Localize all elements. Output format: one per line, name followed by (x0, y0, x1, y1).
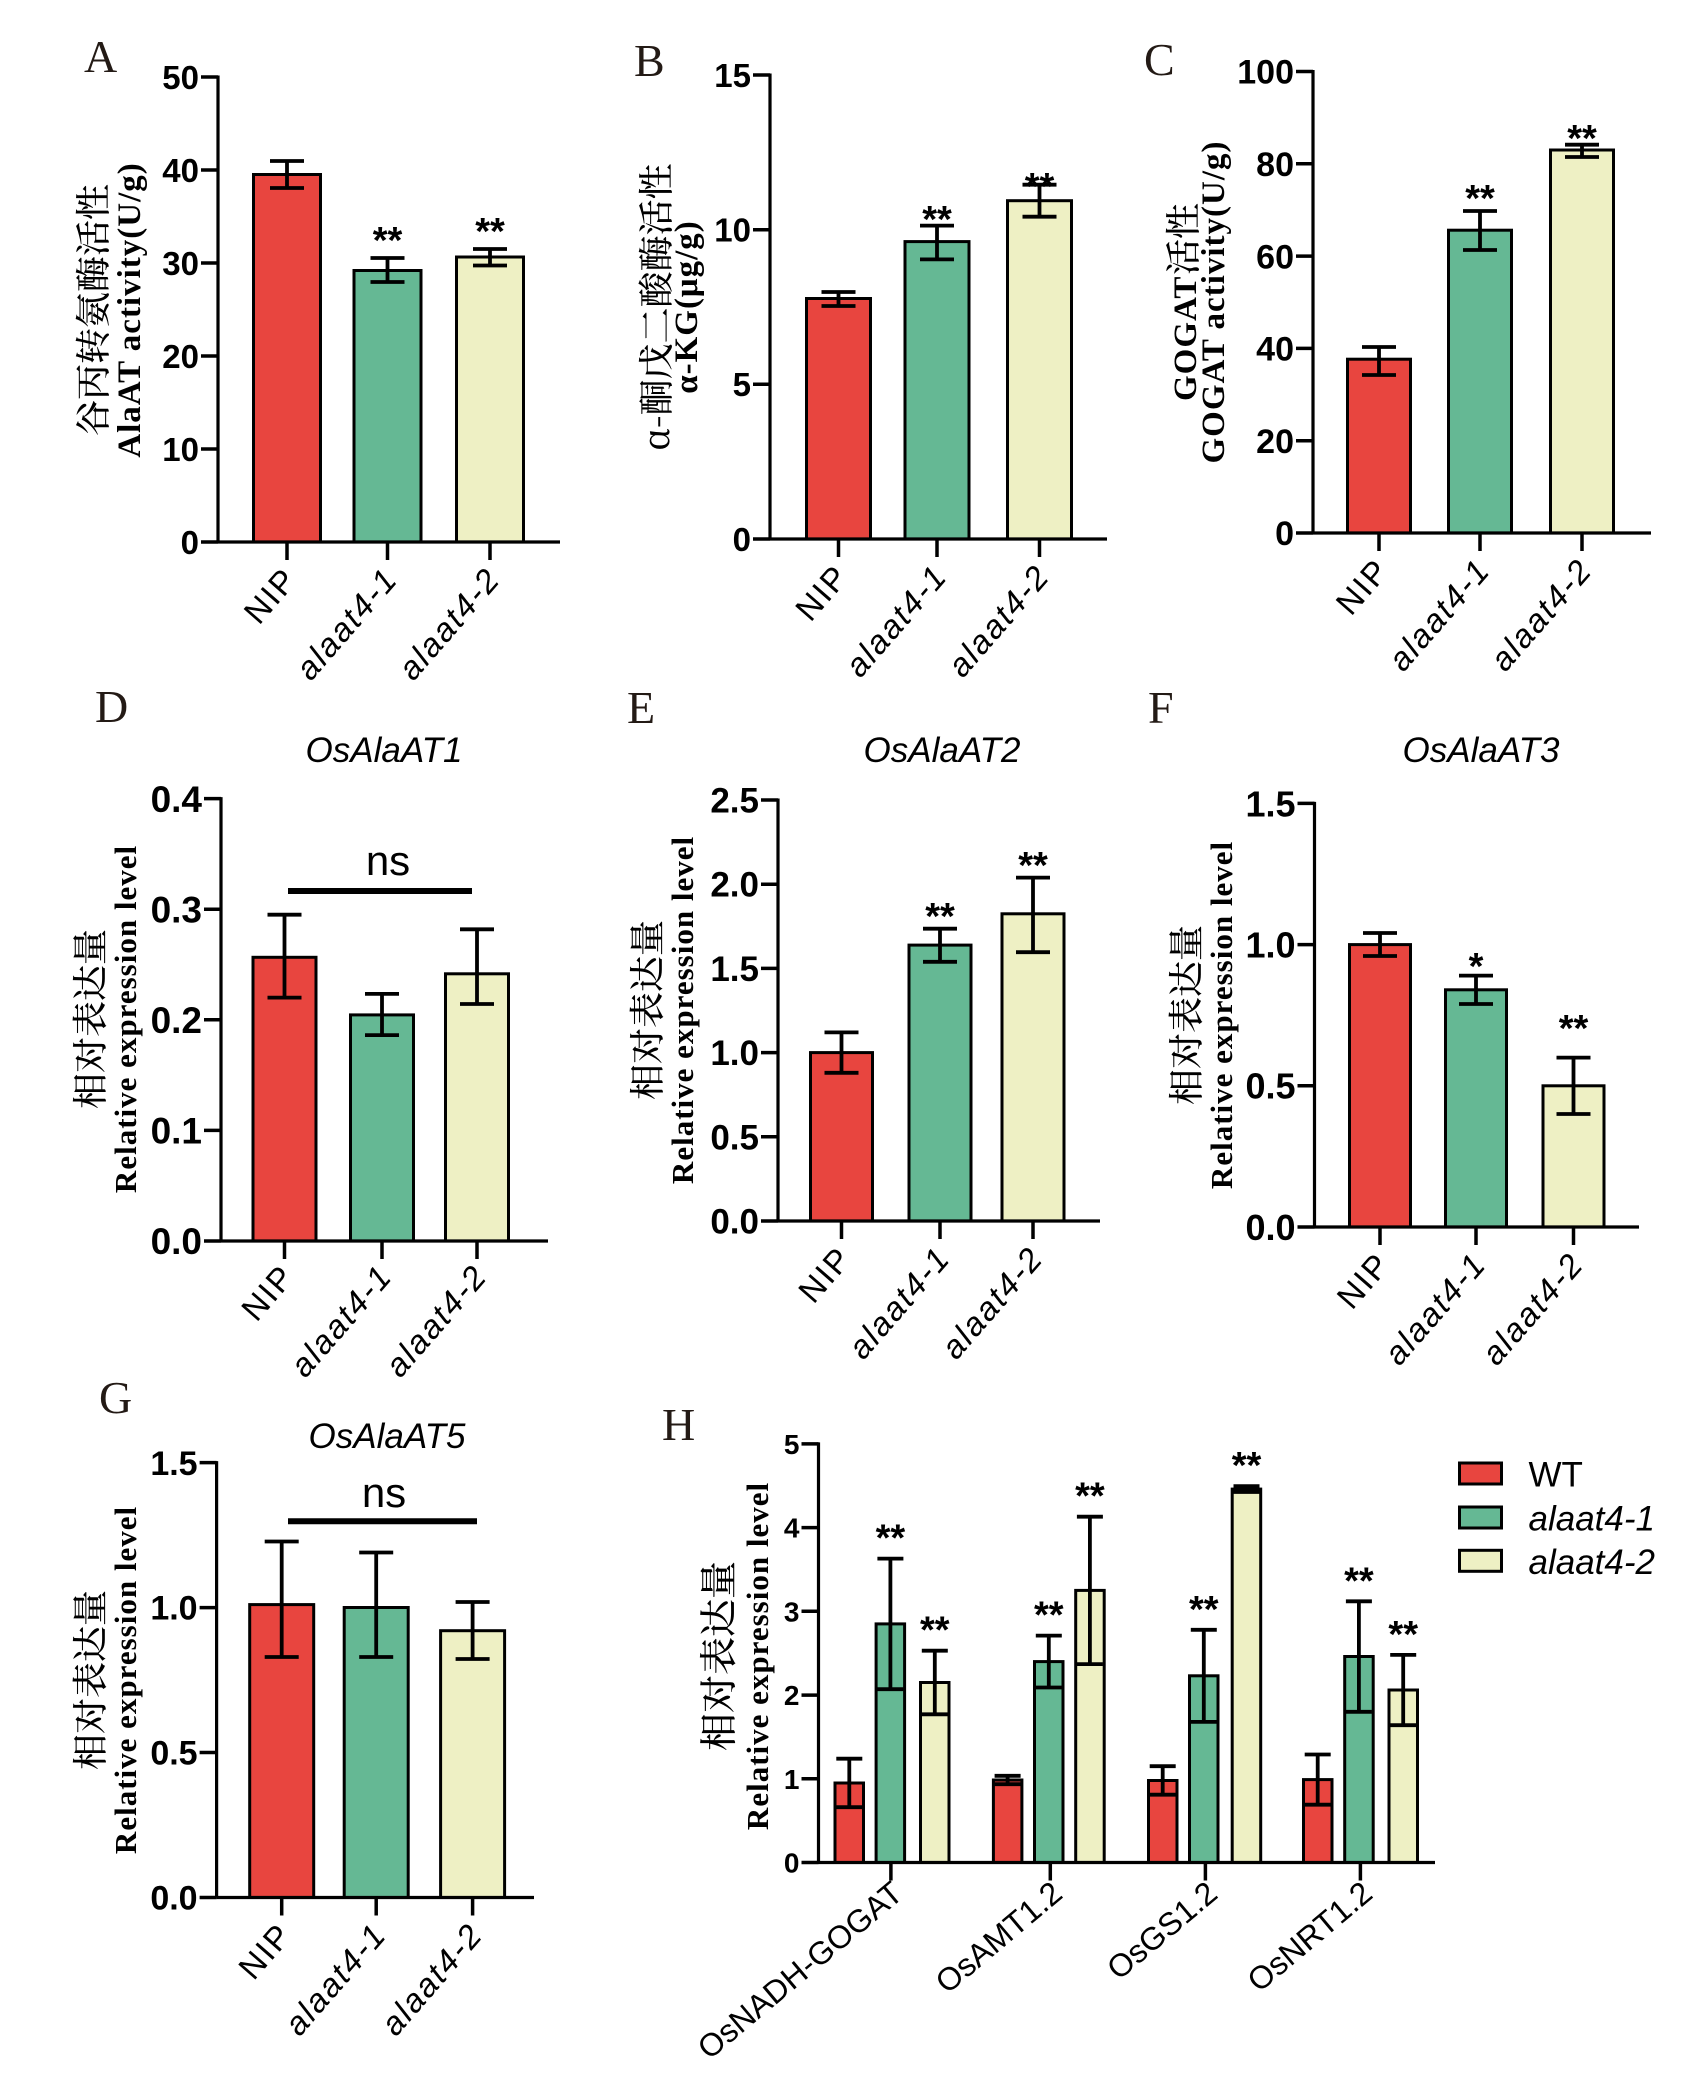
svg-text:**: ** (925, 896, 955, 938)
svg-text:1.0: 1.0 (1245, 925, 1295, 966)
svg-text:15: 15 (714, 57, 751, 94)
svg-text:WT: WT (1529, 1456, 1583, 1495)
svg-text:0.4: 0.4 (151, 779, 203, 820)
svg-text:**: ** (1232, 1445, 1262, 1487)
svg-text:40: 40 (1256, 331, 1294, 369)
svg-text:80: 80 (1256, 146, 1294, 184)
svg-text:4: 4 (784, 1513, 800, 1544)
svg-text:G: G (99, 1372, 132, 1423)
svg-text:OsAlaAT1: OsAlaAT1 (306, 731, 463, 770)
svg-text:D: D (95, 681, 128, 732)
svg-text:**: ** (1388, 1614, 1418, 1656)
svg-text:A: A (84, 31, 117, 82)
svg-text:ns: ns (362, 1469, 406, 1516)
svg-text:**: ** (1189, 1589, 1219, 1631)
svg-text:OsAlaAT2: OsAlaAT2 (864, 731, 1021, 770)
svg-text:**: ** (1034, 1595, 1064, 1637)
svg-text:GOGAT activity(U/g): GOGAT activity(U/g) (1196, 141, 1232, 464)
svg-text:20: 20 (1256, 423, 1294, 461)
svg-text:2: 2 (784, 1680, 800, 1711)
svg-text:C: C (1144, 34, 1175, 85)
svg-text:**: ** (1559, 1008, 1589, 1050)
svg-text:GOGAT: GOGAT (1168, 276, 1204, 401)
svg-text:Relative expression level: Relative expression level (1204, 841, 1239, 1189)
svg-text:60: 60 (1256, 238, 1294, 276)
svg-text:E: E (627, 682, 655, 733)
svg-text:1.5: 1.5 (150, 1445, 197, 1483)
svg-text:0: 0 (733, 521, 751, 558)
svg-text:F: F (1148, 682, 1174, 733)
svg-text:AlaAT activity(U/g): AlaAT activity(U/g) (112, 162, 148, 458)
svg-text:ns: ns (366, 837, 410, 884)
svg-text:**: ** (922, 199, 952, 241)
svg-text:OsAlaAT5: OsAlaAT5 (309, 1417, 466, 1456)
svg-text:Relative expression level: Relative expression level (108, 845, 143, 1193)
svg-text:40: 40 (162, 152, 199, 189)
svg-text:**: ** (1075, 1476, 1105, 1518)
svg-text:10: 10 (162, 431, 199, 468)
svg-text:**: ** (1344, 1560, 1374, 1602)
svg-text:0.0: 0.0 (150, 1880, 197, 1918)
svg-text:**: ** (1465, 178, 1495, 220)
svg-text:**: ** (920, 1610, 950, 1652)
svg-text:0.0: 0.0 (1245, 1207, 1295, 1248)
svg-text:**: ** (1018, 845, 1048, 887)
svg-text:3: 3 (784, 1596, 800, 1627)
svg-text:0.1: 0.1 (151, 1111, 202, 1152)
svg-text:Relative expression level: Relative expression level (665, 836, 700, 1184)
svg-text:0.0: 0.0 (710, 1203, 759, 1242)
svg-text:0.5: 0.5 (150, 1735, 197, 1773)
svg-text:1: 1 (784, 1764, 800, 1795)
svg-text:1.0: 1.0 (710, 1034, 759, 1073)
svg-text:**: ** (1025, 166, 1055, 208)
svg-text:alaat4-1: alaat4-1 (1529, 1500, 1655, 1539)
svg-text:1.5: 1.5 (710, 950, 759, 989)
svg-text:0.0: 0.0 (151, 1221, 202, 1262)
svg-text:1.0: 1.0 (150, 1590, 197, 1628)
svg-text:alaat4-2: alaat4-2 (1529, 1543, 1655, 1582)
svg-text:5: 5 (733, 366, 751, 403)
svg-text:20: 20 (162, 338, 199, 375)
svg-text:0.2: 0.2 (151, 1000, 202, 1041)
svg-text:*: * (1469, 946, 1484, 988)
svg-text:0.3: 0.3 (151, 889, 202, 930)
svg-text:5: 5 (784, 1429, 800, 1460)
svg-text:2.5: 2.5 (710, 782, 759, 821)
svg-text:**: ** (1567, 118, 1597, 160)
svg-text:100: 100 (1237, 54, 1294, 92)
svg-text:α-KG(μg/g): α-KG(μg/g) (669, 220, 705, 394)
svg-text:50: 50 (162, 59, 199, 96)
svg-text:OsAlaAT3: OsAlaAT3 (1403, 731, 1560, 770)
svg-text:**: ** (475, 211, 505, 253)
svg-text:1.5: 1.5 (1245, 783, 1295, 824)
svg-text:0: 0 (181, 524, 199, 561)
svg-text:**: ** (373, 220, 403, 262)
svg-text:Relative expression level: Relative expression level (108, 1506, 143, 1854)
svg-text:B: B (634, 35, 665, 86)
svg-text:Relative expression level: Relative expression level (740, 1482, 775, 1830)
svg-text:0: 0 (784, 1848, 800, 1879)
svg-text:30: 30 (162, 245, 199, 282)
svg-text:H: H (662, 1399, 695, 1450)
svg-text:0.5: 0.5 (1245, 1066, 1295, 1107)
svg-text:0.5: 0.5 (710, 1118, 759, 1157)
svg-text:10: 10 (714, 212, 751, 249)
svg-text:2.0: 2.0 (710, 866, 759, 905)
svg-text:0: 0 (1275, 515, 1294, 553)
svg-text:**: ** (876, 1518, 906, 1560)
